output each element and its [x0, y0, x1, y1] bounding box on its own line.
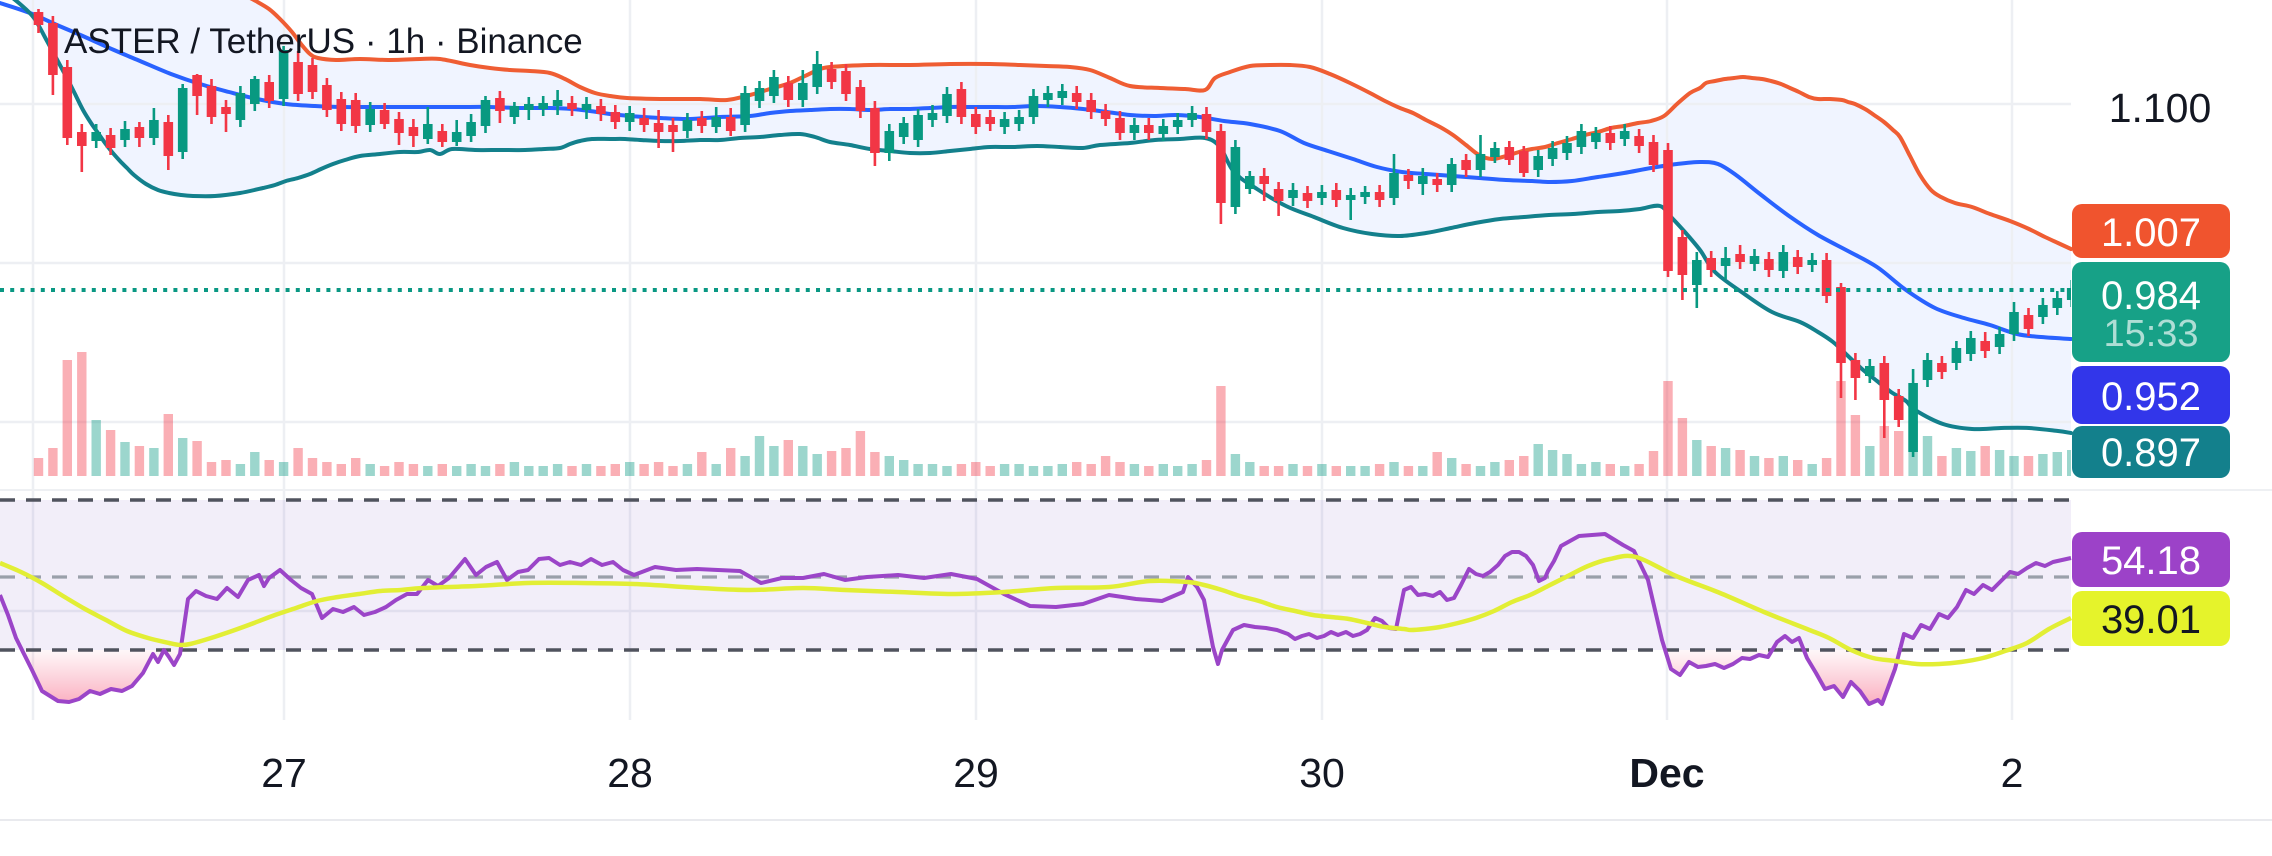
svg-text:29: 29 — [953, 750, 999, 796]
svg-text:1.100: 1.100 — [2109, 85, 2212, 131]
svg-text:27: 27 — [261, 750, 307, 796]
svg-text:39.01: 39.01 — [2101, 598, 2201, 642]
svg-text:30: 30 — [1299, 750, 1345, 796]
svg-text:0.984: 0.984 — [2101, 274, 2201, 318]
svg-text:1.007: 1.007 — [2101, 211, 2201, 255]
svg-text:28: 28 — [607, 750, 653, 796]
svg-text:0.952: 0.952 — [2101, 375, 2201, 419]
svg-text:0.897: 0.897 — [2101, 431, 2201, 475]
svg-text:Dec: Dec — [1629, 750, 1704, 796]
svg-text:2: 2 — [2001, 750, 2024, 796]
svg-text:54.18: 54.18 — [2101, 539, 2201, 583]
svg-text:15:33: 15:33 — [2103, 313, 2198, 355]
svg-text:ASTER / TetherUS · 1h · Binanc: ASTER / TetherUS · 1h · Binance — [64, 22, 583, 61]
